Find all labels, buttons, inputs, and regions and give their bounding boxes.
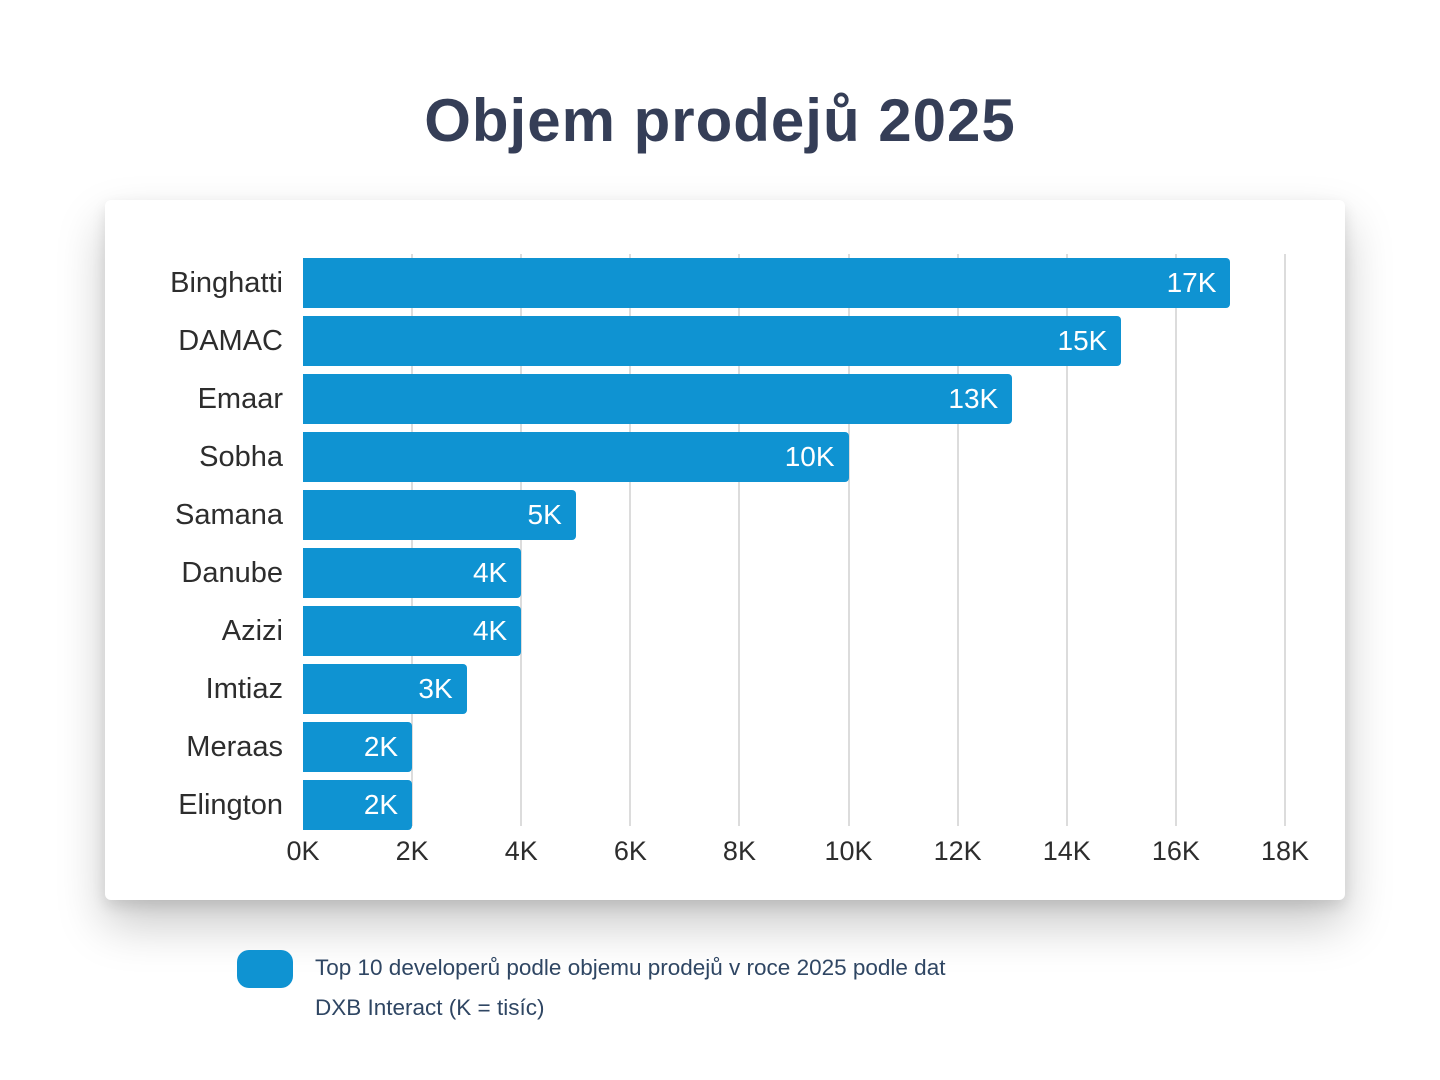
bar-azizi: 4K [303, 606, 522, 656]
chart-row: Imtiaz 3K [105, 660, 1285, 718]
bar-value-label: 13K [948, 383, 999, 414]
gridline [847, 254, 850, 826]
chart-row: Emaar 13K [105, 370, 1285, 428]
category-label: Meraas [186, 730, 283, 763]
gridline [520, 254, 523, 826]
chart-card: Binghatti 17K DAMAC 15K Emaar 13K Sobha 10K Sama… [105, 200, 1345, 900]
bar-rows: Binghatti 17K DAMAC 15K Emaar 13K Sobha 10K Sama… [105, 254, 1285, 834]
bar-track: 2K [303, 780, 1285, 830]
bar-track: 4K [303, 606, 1285, 656]
x-tick-label: 4K [504, 836, 538, 866]
x-tick-label: 18K [1260, 836, 1310, 866]
bar-sobha: 10K [303, 432, 849, 482]
legend: Top 10 developerů podle objemu prodejů v… [237, 948, 945, 1028]
bar-damac: 15K [303, 316, 1122, 366]
gridline [956, 254, 959, 826]
gridline [1065, 254, 1068, 826]
chart-row: Binghatti 17K [105, 254, 1285, 312]
x-tick-label: 10K [824, 836, 873, 866]
legend-line-2: DXB Interact (K = tisíc) [315, 995, 545, 1020]
bar-value-label: 15K [1057, 325, 1108, 356]
gridline [629, 254, 632, 826]
chart-row: Elington 2K [105, 776, 1285, 834]
x-tick-label: 2K [395, 836, 429, 866]
bar-track: 15K [303, 316, 1285, 366]
chart-row: Samana 5K [105, 486, 1285, 544]
bar-value-label: 3K [418, 673, 453, 704]
gridline [1284, 254, 1286, 826]
x-tick-label: 8K [722, 836, 756, 866]
chart-row: Azizi 4K [105, 602, 1285, 660]
bar-value-label: 17K [1166, 267, 1217, 298]
bar-value-label: 4K [472, 557, 508, 588]
chart-row: Danube 4K [105, 544, 1285, 602]
chart-title: Objem prodejů 2025 [424, 87, 1016, 154]
bar-track: 10K [303, 432, 1285, 482]
chart-row: Meraas 2K [105, 718, 1285, 776]
bar-track: 13K [303, 374, 1285, 424]
legend-line-1: Top 10 developerů podle objemu prodejů v… [315, 955, 946, 980]
x-tick-label: 12K [933, 836, 982, 866]
bar-emaar: 13K [303, 374, 1013, 424]
bar-value-label: 10K [784, 441, 835, 472]
x-tick-label: 0K [286, 836, 320, 866]
bar-value-label: 2K [363, 789, 399, 820]
chart-row: Sobha 10K [105, 428, 1285, 486]
category-label: Samana [174, 498, 283, 531]
x-axis: 0K 2K 4K 6K 8K 10K 12K 14K 16K 18K [286, 836, 1309, 876]
gridline [1174, 254, 1177, 826]
bar-track: 4K [303, 548, 1285, 598]
bar-samana: 5K [303, 490, 576, 540]
chart-row: DAMAC 15K [105, 312, 1285, 370]
gridlines [303, 254, 1286, 826]
x-tick-label: 16K [1151, 836, 1200, 866]
category-label: Binghatti [170, 266, 283, 299]
gridline [411, 254, 414, 826]
bar-value-label: 4K [472, 615, 508, 646]
bar-elington: 2K [303, 780, 413, 830]
category-label: Danube [181, 556, 283, 589]
gridline [738, 254, 741, 826]
category-label: Elington [178, 788, 283, 821]
bar-track: 3K [303, 664, 1285, 714]
bar-danube: 4K [303, 548, 522, 598]
x-tick-label: 14K [1042, 836, 1091, 866]
bar-meraas: 2K [303, 722, 413, 772]
bar-imtiaz: 3K [303, 664, 467, 714]
bar-value-label: 5K [527, 499, 562, 530]
bar-binghatti: 17K [303, 258, 1231, 308]
category-label: DAMAC [178, 324, 283, 357]
category-label: Sobha [199, 440, 283, 473]
legend-swatch [237, 950, 293, 988]
bar-track: 17K [303, 258, 1285, 308]
legend-text: Top 10 developerů podle objemu prodejů v… [315, 948, 945, 1028]
bar-track: 2K [303, 722, 1285, 772]
category-label: Emaar [197, 382, 283, 415]
category-label: Imtiaz [205, 672, 283, 705]
bar-track: 5K [303, 490, 1285, 540]
category-label: Azizi [221, 614, 283, 647]
bar-value-label: 2K [363, 731, 399, 762]
x-tick-label: 6K [613, 836, 647, 866]
